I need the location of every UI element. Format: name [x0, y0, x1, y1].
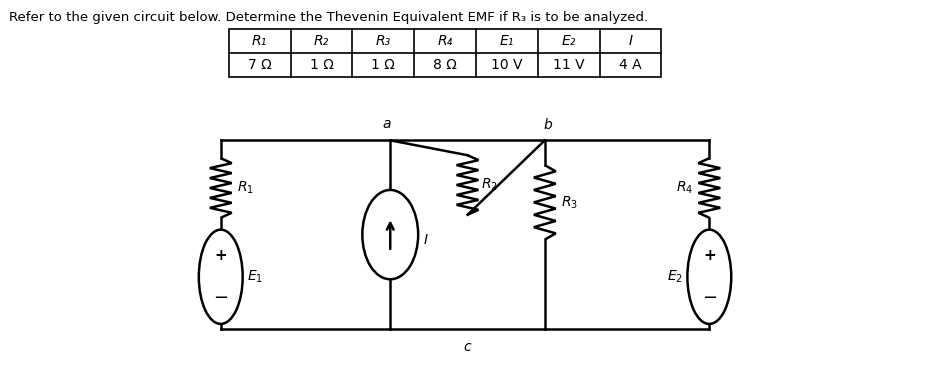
Text: Refer to the given circuit below. Determine the Thevenin Equivalent EMF if R₃ is: Refer to the given circuit below. Determ… [10, 11, 649, 24]
Text: 1 Ω: 1 Ω [310, 58, 333, 72]
Ellipse shape [362, 190, 418, 279]
Ellipse shape [688, 230, 732, 324]
Text: $b$: $b$ [542, 117, 553, 132]
Text: $E_1$: $E_1$ [247, 269, 263, 285]
Text: 10 V: 10 V [491, 58, 523, 72]
Text: $a$: $a$ [383, 117, 392, 131]
Text: 7 Ω: 7 Ω [248, 58, 272, 72]
Text: 8 Ω: 8 Ω [433, 58, 457, 72]
Text: R₁: R₁ [252, 34, 267, 48]
Ellipse shape [199, 230, 242, 324]
Text: $I$: $I$ [423, 233, 428, 247]
Text: −: − [702, 289, 717, 307]
Text: E₁: E₁ [500, 34, 514, 48]
Text: R₂: R₂ [314, 34, 329, 48]
Text: +: + [703, 248, 715, 263]
Text: E₂: E₂ [561, 34, 576, 48]
Bar [229, 29, 661, 77]
Text: 4 A: 4 A [619, 58, 642, 72]
Text: $R_3$: $R_3$ [560, 194, 578, 210]
Text: R₃: R₃ [375, 34, 390, 48]
Text: $R_4$: $R_4$ [676, 180, 694, 196]
Text: I: I [629, 34, 633, 48]
Text: 11 V: 11 V [553, 58, 584, 72]
Text: 1 Ω: 1 Ω [371, 58, 395, 72]
Text: $E_2$: $E_2$ [668, 269, 683, 285]
Text: R₄: R₄ [437, 34, 453, 48]
Text: $R_1$: $R_1$ [237, 180, 254, 196]
Text: +: + [215, 248, 227, 263]
Text: $R_2$: $R_2$ [482, 177, 499, 193]
Text: −: − [213, 289, 228, 307]
Text: $c$: $c$ [463, 340, 472, 354]
